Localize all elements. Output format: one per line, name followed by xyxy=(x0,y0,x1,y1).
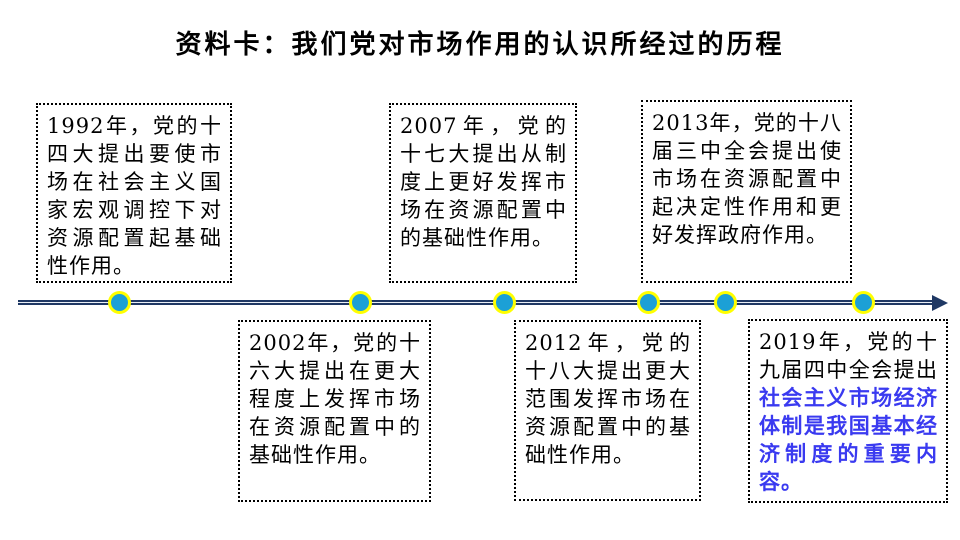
timeline-card-2013: 2013年，党的十八届三中全会提出使市场在资源配置中起决定性作用和更好发挥政府作… xyxy=(641,100,852,283)
card-text: 2002年，党的十六大提出在更大程度上发挥市场在资源配置中的基础性作用。 xyxy=(249,331,421,467)
timeline-dot-1992 xyxy=(108,291,131,314)
timeline-card-2019: 2019年，党的十九届四中全会提出社会主义市场经济体制是我国基本经济制度的重要内… xyxy=(748,319,948,503)
card-highlight-text: 社会主义市场经济体制是我国基本经济制度的重要内容。 xyxy=(759,385,938,494)
timeline-dot-2013 xyxy=(714,291,737,314)
timeline-card-2007: 2007年，党的十七大提出从制度上更好发挥市场在资源配置中的基础性作用。 xyxy=(389,103,577,283)
card-text: 2007年，党的十七大提出从制度上更好发挥市场在资源配置中的基础性作用。 xyxy=(400,114,567,250)
timeline-dot-2019 xyxy=(852,291,875,314)
timeline-card-1992: 1992年，党的十四大提出要使市场在社会主义国家宏观调控下对资源配置起基础性作用… xyxy=(36,103,232,283)
timeline-card-2012: 2012年，党的十八大提出更大范围发挥市场在资源配置中的基础性作用。 xyxy=(514,320,701,501)
timeline-dot-2002 xyxy=(349,291,372,314)
card-text: 2019年，党的十九届四中全会提出 xyxy=(759,330,938,382)
page-title: 资料卡：我们党对市场作用的认识所经过的历程 xyxy=(175,30,785,60)
card-text: 1992年，党的十四大提出要使市场在社会主义国家宏观调控下对资源配置起基础性作用… xyxy=(47,114,222,278)
card-text: 2013年，党的十八届三中全会提出使市场在资源配置中起决定性作用和更好发挥政府作… xyxy=(652,111,842,247)
timeline-card-2002: 2002年，党的十六大提出在更大程度上发挥市场在资源配置中的基础性作用。 xyxy=(238,320,431,502)
timeline-arrow-icon xyxy=(932,295,948,311)
timeline-axis xyxy=(18,300,934,305)
card-text: 2012年，党的十八大提出更大范围发挥市场在资源配置中的基础性作用。 xyxy=(525,331,691,467)
timeline-dot-2007 xyxy=(493,291,516,314)
timeline-dot-2012 xyxy=(637,291,660,314)
